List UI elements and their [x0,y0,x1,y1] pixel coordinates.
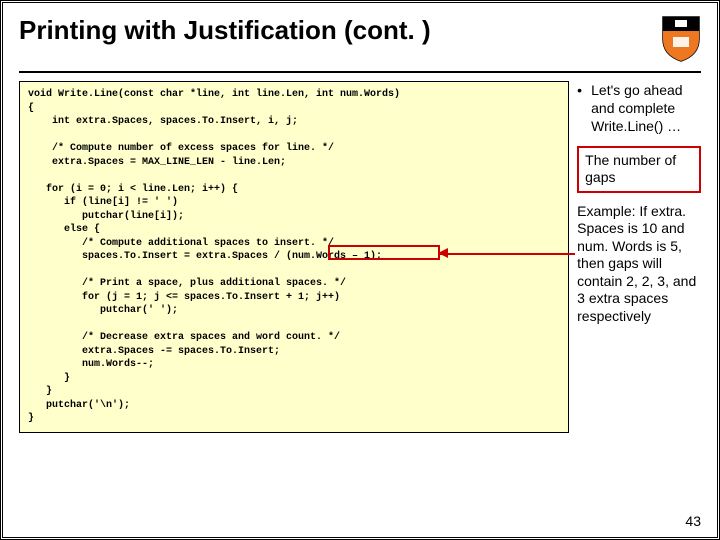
slide-frame: Printing with Justification (cont. ) voi… [0,0,720,540]
arrow-line [440,253,575,255]
slide-title: Printing with Justification (cont. ) [19,15,431,46]
content-row: void Write.Line(const char *line, int li… [19,81,701,433]
princeton-shield-icon [661,15,701,63]
right-column: Let's go ahead and complete Write.Line()… [577,81,701,325]
title-area: Printing with Justification (cont. ) [19,15,701,73]
arrow-head-icon [438,248,448,258]
bullet-text: Let's go ahead and complete Write.Line()… [577,81,701,136]
page-number: 43 [685,513,701,529]
highlight-rect [328,245,440,260]
code-block: void Write.Line(const char *line, int li… [19,81,569,433]
example-text: Example: If extra. Spaces is 10 and num.… [577,203,701,326]
gaps-callout: The number of gaps [577,146,701,193]
